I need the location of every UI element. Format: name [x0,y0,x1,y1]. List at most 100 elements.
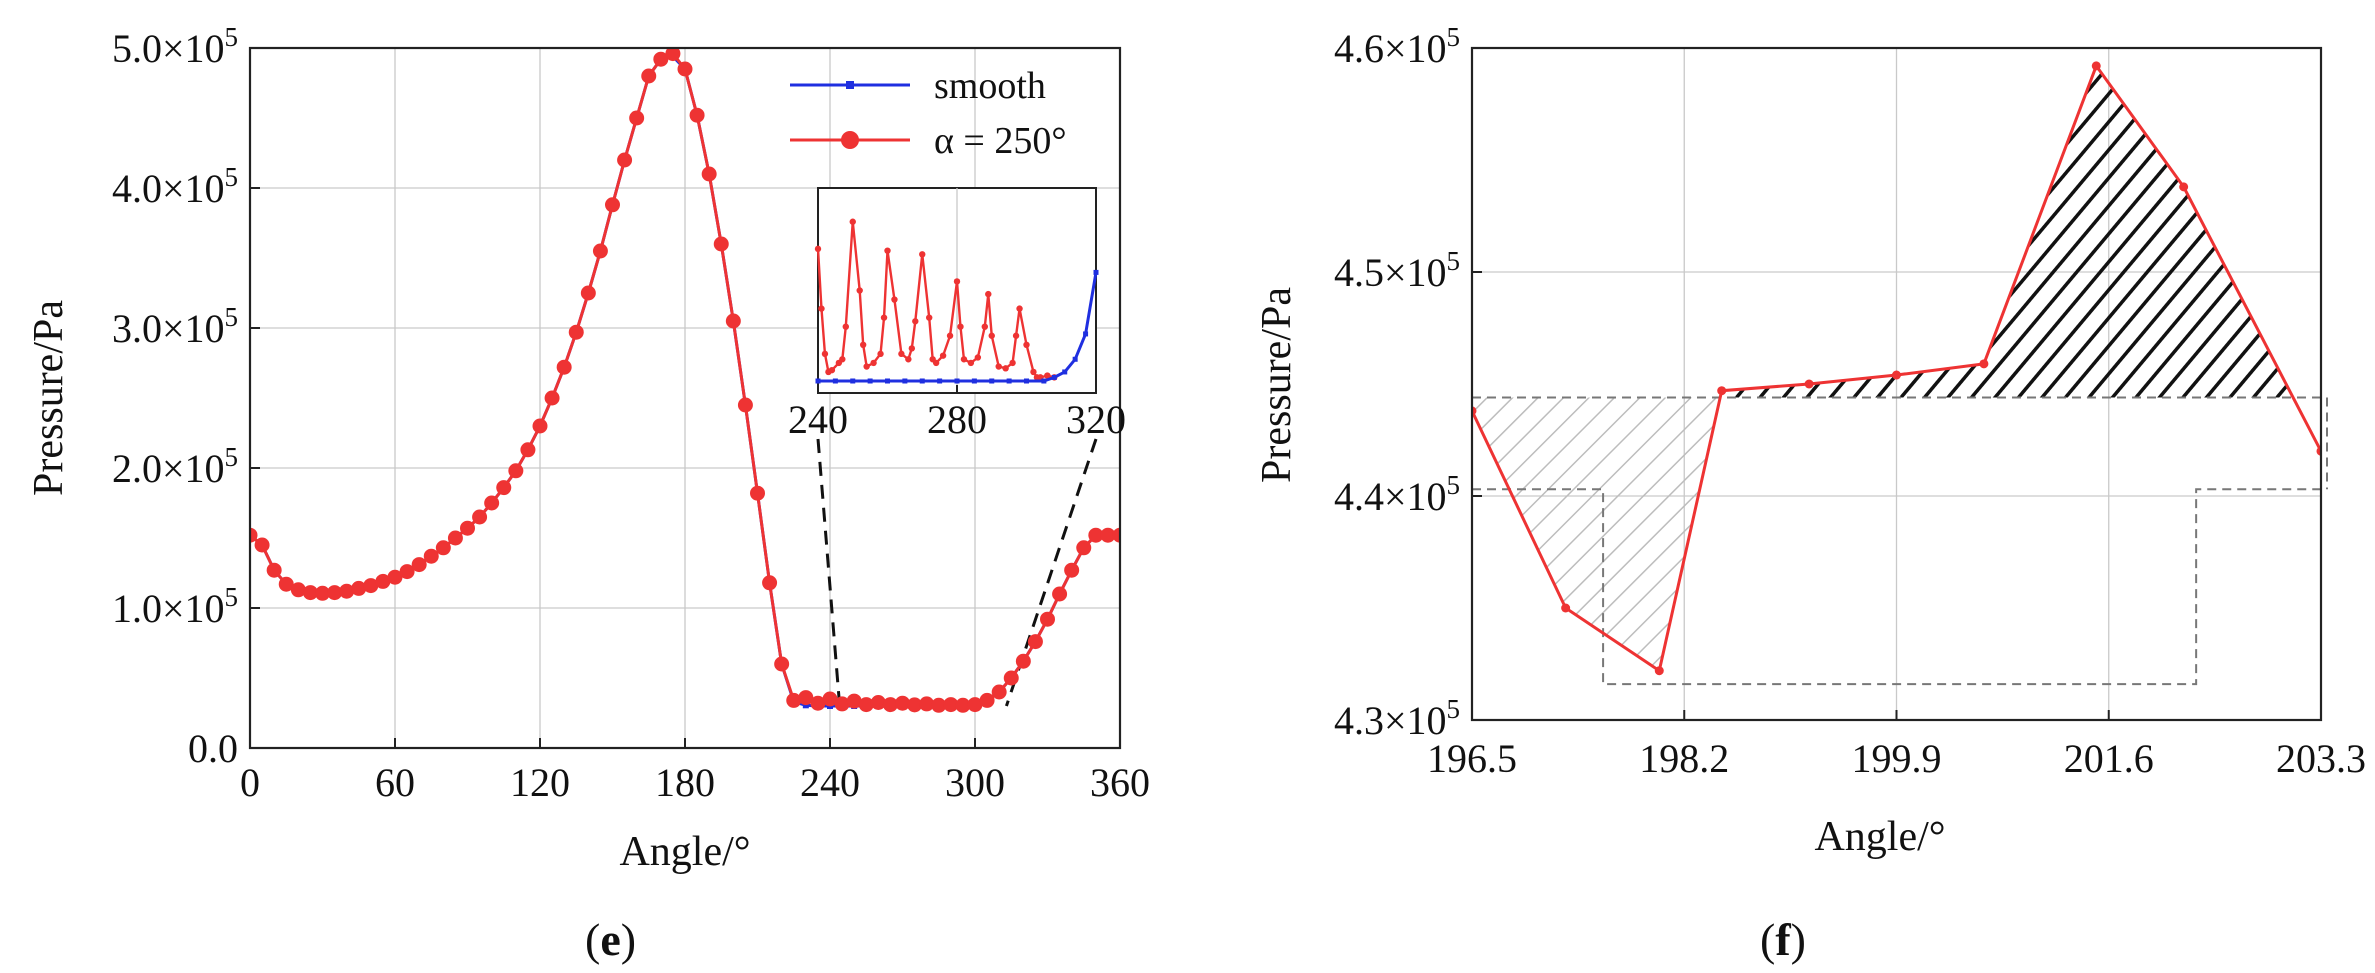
inset-smooth-point [1093,269,1099,275]
series-alpha-point [1472,406,1477,416]
chart-f-xlabel: Angle/° [1814,814,1945,860]
series-alpha-point [339,583,355,599]
series-smooth-point [802,702,809,709]
series-alpha-point [737,397,753,413]
inset-alpha-point [967,359,975,367]
legend-smooth-marker [846,81,854,89]
y-tick-label: 4.6×105 [1334,22,1460,71]
inset-alpha-point [1023,341,1030,348]
x-tick-label: 0 [240,760,260,805]
inset-alpha-point [912,318,919,325]
inset-alpha-point [985,290,992,298]
series-alpha-point [991,684,1007,700]
series-alpha-line [1472,62,2321,674]
series-alpha-point [568,324,584,340]
x-tick-label: 199.9 [1852,736,1942,781]
legend-alpha-label: α = 250° [934,120,1067,162]
series-alpha-point [665,48,681,62]
shade-above-baseline [1720,65,2294,398]
inset-alpha-point [880,314,888,321]
inset-smooth-point [902,378,908,384]
inset-ticks: 240 280 320 [788,385,1126,442]
series-alpha-point [798,690,814,706]
series-alpha-point [1654,666,1664,676]
series-alpha-point [1088,527,1104,543]
inset-alpha-point [814,245,822,253]
series-alpha-point [387,569,403,585]
x-tick-label: 201.6 [2064,736,2154,781]
inset-alpha-point [859,341,867,348]
inset-alpha-point [818,305,825,312]
series-alpha-point [351,580,367,596]
series-alpha-point [1027,634,1043,650]
chart-e: 0 60 120 180 240 300 360 0.0 1.0×105 2.0×105 3.0×1… [26,22,1150,965]
inset-smooth-point [919,378,925,384]
series-alpha-point [484,495,500,511]
inset-alpha-point [995,363,1002,370]
inset-alpha-point [1009,359,1016,367]
inset-alpha-point [1002,365,1009,372]
series-alpha-point [1076,540,1092,556]
series-alpha-point [895,695,910,711]
series-alpha-point [943,697,959,713]
inset-smooth-point [1006,378,1012,384]
series-alpha-point [846,693,862,709]
series-alpha-point [931,697,947,713]
inset-alpha-point [877,350,884,358]
y-tick-label: 3.0×105 [112,302,238,351]
series-alpha-point [278,576,294,592]
series-alpha-point [327,585,343,601]
inset-alpha-point [828,366,836,374]
inset-alpha-point [932,359,940,367]
inset-smooth-point [1062,369,1068,375]
series-alpha-point [1804,379,1814,389]
series-alpha-point [1052,586,1068,602]
x-tick-label: 240 [800,760,860,805]
series-alpha-point [1892,370,1901,380]
series-alpha-point [677,61,693,77]
series-alpha-point [435,540,451,556]
y-tick-label: 1.0×105 [112,582,238,631]
inset-smooth-point [989,378,995,384]
series-alpha-point [266,562,282,578]
x-tick-label: 180 [655,760,715,805]
series-alpha-point [532,418,548,434]
series-alpha-point [810,695,826,711]
x-tick-label: 60 [375,760,415,805]
inset-alpha-point [856,287,863,294]
series-alpha-point [290,582,306,598]
inset-alpha-point [839,356,846,363]
y-tick-label: 2.0×105 [112,442,238,491]
series-alpha-point [822,691,838,707]
series-alpha-point [1717,386,1727,396]
chart-f-series [1472,61,2321,676]
series-alpha-point [907,697,923,713]
series-alpha-point [1040,611,1055,627]
series-alpha-point [520,442,536,458]
inset-smooth-point [954,378,960,384]
x-tick-label: 300 [945,760,1005,805]
baseline-dashed-line [1472,396,2328,490]
inset-smooth-point [885,378,890,384]
series-alpha-point [592,243,608,259]
inset-alpha-point [919,251,926,258]
y-tick-label: 4.0×105 [112,162,238,211]
series-alpha-point [1015,653,1031,669]
chart-e-inset: 240 280 320 [788,187,1126,442]
inset-smooth-point [850,378,856,384]
inset-alpha-point [863,363,870,370]
series-alpha-point [1979,359,1989,369]
chart-f-panel-label: (f) [1760,914,1806,965]
chart-e-series [250,48,1120,713]
legend-smooth-label: smooth [934,65,1046,107]
inset-x-tick-label: 240 [788,397,848,442]
series-alpha-point [689,107,705,123]
inset-alpha-point [981,323,988,330]
chart-f-ylabel: Pressure/Pa [1254,287,1300,483]
inset-alpha-line [816,221,1055,379]
inset-smooth-point [1083,331,1089,337]
x-tick-label: 203.3 [2276,736,2366,781]
inset-alpha-point [908,345,916,352]
inset-x-tick-label: 280 [927,397,987,442]
series-alpha-point [774,656,790,672]
